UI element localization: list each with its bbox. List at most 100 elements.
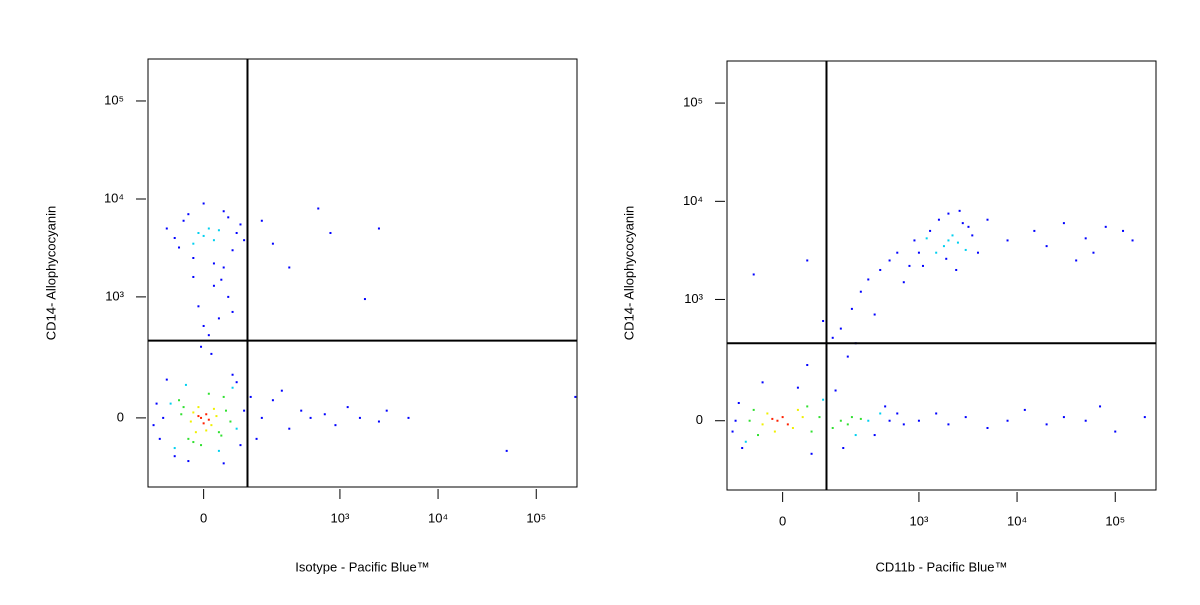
event-dot: [752, 273, 755, 276]
event-dot: [761, 423, 764, 426]
event-dot: [229, 420, 232, 423]
event-dot: [231, 310, 234, 313]
event-dot: [187, 437, 190, 440]
event-dot: [1084, 419, 1087, 422]
event-dot: [842, 447, 845, 450]
event-dot: [202, 422, 205, 425]
event-dot: [867, 419, 870, 422]
event-dot: [346, 406, 349, 409]
event-dot: [202, 324, 205, 327]
event-dot: [574, 395, 577, 398]
event-dot: [1114, 430, 1117, 433]
event-dot: [935, 412, 938, 415]
event-dot: [158, 437, 161, 440]
event-dot: [1006, 419, 1009, 422]
event-dot: [207, 227, 210, 230]
event-dot: [771, 417, 774, 420]
event-dot: [220, 278, 223, 281]
event-dot: [947, 239, 950, 242]
event-dot: [925, 237, 928, 240]
event-dot: [1131, 239, 1134, 242]
event-dot: [260, 219, 263, 222]
event-dot: [929, 229, 932, 232]
event-dot: [309, 416, 312, 419]
event-dot: [956, 241, 959, 244]
event-dot: [205, 413, 208, 416]
event-dot: [810, 430, 813, 433]
event-dot: [231, 249, 234, 252]
event-dot: [192, 242, 195, 245]
event-dot: [902, 281, 905, 284]
event-dot: [180, 413, 183, 416]
event-dot: [976, 251, 979, 254]
event-dot: [776, 419, 779, 422]
event-dot: [505, 449, 508, 452]
event-dot: [1006, 239, 1009, 242]
event-dot: [200, 345, 203, 348]
event-dot: [986, 426, 989, 429]
event-dot: [958, 209, 961, 212]
event-dot: [1023, 408, 1026, 411]
event-dot: [217, 449, 220, 452]
x-tick-label: 10⁵: [1105, 513, 1125, 528]
event-dot: [1045, 423, 1048, 426]
event-dot: [255, 437, 258, 440]
event-dot: [1045, 245, 1048, 248]
event-dot: [917, 251, 920, 254]
event-dot: [822, 319, 825, 322]
y-tick-label: 10⁵: [104, 92, 124, 107]
event-dot: [839, 419, 842, 422]
event-dot: [846, 423, 849, 426]
event-dot: [1122, 229, 1125, 232]
event-dot: [786, 423, 789, 426]
event-dot: [235, 231, 238, 234]
event-dot: [222, 462, 225, 465]
event-dot: [212, 284, 215, 287]
event-dot: [235, 427, 238, 430]
event-dot: [741, 447, 744, 450]
event-dot: [152, 424, 155, 427]
event-dot: [260, 416, 263, 419]
event-dot: [363, 298, 366, 301]
event-dot: [766, 412, 769, 415]
event-dot: [921, 264, 924, 267]
event-dot: [220, 434, 223, 437]
event-dot: [1092, 251, 1095, 254]
event-dot: [942, 245, 945, 248]
event-dot: [271, 399, 274, 402]
event-dot: [280, 389, 283, 392]
event-dot: [791, 426, 794, 429]
event-dot: [182, 219, 185, 222]
event-dot: [323, 413, 326, 416]
event-dot: [937, 218, 940, 221]
event-dot: [243, 409, 246, 412]
event-dot: [850, 307, 853, 310]
x-tick-label: 0: [200, 510, 207, 525]
event-dot: [202, 202, 205, 205]
event-dot: [165, 227, 168, 230]
event-dot: [210, 352, 213, 355]
event-dot: [884, 405, 887, 408]
event-dot: [806, 405, 809, 408]
y-tick-label: 10⁵: [683, 95, 703, 110]
event-dot: [192, 441, 195, 444]
event-dot: [850, 416, 853, 419]
event-dot: [796, 386, 799, 389]
event-dot: [222, 395, 225, 398]
event-dot: [184, 383, 187, 386]
event-dot: [854, 434, 857, 437]
event-dot: [182, 406, 185, 409]
event-dot: [1075, 259, 1078, 262]
event-dot: [217, 229, 220, 232]
event-dot: [210, 424, 213, 427]
event-dot: [744, 440, 747, 443]
event-dot: [288, 266, 291, 269]
event-dot: [873, 313, 876, 316]
event-dot: [197, 231, 200, 234]
event-dot: [964, 416, 967, 419]
event-dot: [908, 264, 911, 267]
event-dot: [212, 262, 215, 265]
event-dot: [217, 317, 220, 320]
event-dot: [334, 424, 337, 427]
x-tick-label: 10³: [331, 510, 350, 525]
